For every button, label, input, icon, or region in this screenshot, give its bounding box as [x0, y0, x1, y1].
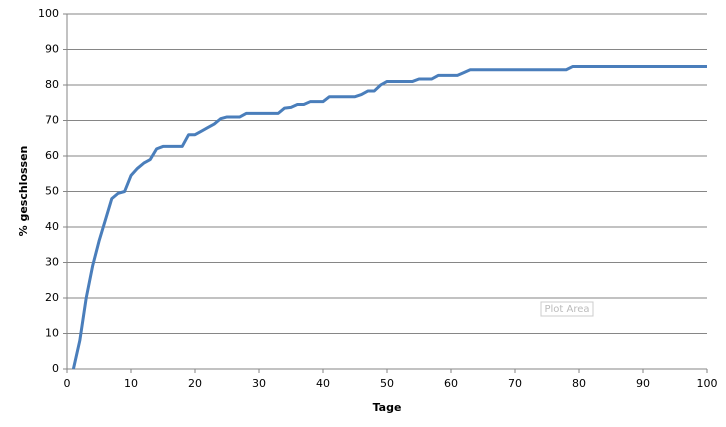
y-tick-label: 50 [45, 185, 59, 198]
y-tick-label: 10 [45, 327, 59, 340]
y-tick-label: 0 [52, 362, 59, 375]
tooltip-box [540, 301, 594, 317]
x-tick-label: 70 [508, 377, 522, 390]
x-tick-label: 90 [636, 377, 650, 390]
y-tick-label: 90 [45, 43, 59, 56]
y-tick-label: 80 [45, 78, 59, 91]
x-tick-label: 10 [124, 377, 138, 390]
x-tick-label: 20 [188, 377, 202, 390]
x-tick-label: 0 [64, 377, 71, 390]
x-axis-label: Tage [373, 401, 402, 414]
y-axis-label: % geschlossen [17, 146, 30, 237]
tooltip: Plot Area [544, 304, 589, 315]
data-line [71, 65, 707, 370]
y-tick-label: 20 [45, 291, 59, 304]
y-tick-label: 40 [45, 220, 59, 233]
x-tick-label: 100 [697, 377, 718, 390]
y-tick-label: 100 [38, 7, 59, 20]
y-tick-label: 60 [45, 149, 59, 162]
x-tick-label: 30 [252, 377, 266, 390]
y-tick-label: 30 [45, 256, 59, 269]
x-tick-label: 50 [380, 377, 394, 390]
x-tick-label: 40 [316, 377, 330, 390]
y-tick-label: 70 [45, 114, 59, 127]
x-tick-label: 60 [444, 377, 458, 390]
x-tick-label: 80 [572, 377, 586, 390]
